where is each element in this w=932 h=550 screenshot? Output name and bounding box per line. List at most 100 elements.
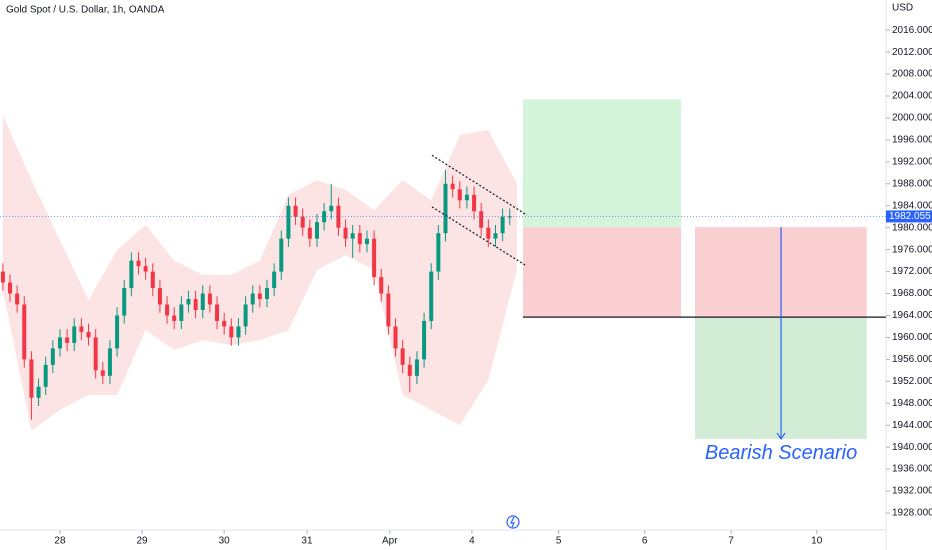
candle-body — [372, 238, 377, 278]
candle-body — [329, 205, 334, 212]
candle-body — [15, 293, 20, 305]
candle — [486, 219, 491, 247]
bollinger-band — [2, 115, 517, 431]
candle-body — [486, 227, 491, 239]
candle-body — [414, 359, 419, 376]
candle-body — [314, 222, 319, 239]
annotation: Bearish Scenario — [705, 442, 857, 464]
candle — [372, 230, 377, 286]
icon-bolt[interactable] — [510, 516, 515, 528]
candle-body — [407, 364, 412, 376]
candle — [479, 203, 484, 236]
y-tick-label: 2004.000 — [892, 91, 932, 102]
icon-circle[interactable] — [506, 515, 520, 529]
last-price-box — [886, 210, 932, 223]
candle — [200, 285, 205, 319]
candle — [279, 230, 284, 280]
y-tick-label: 1972.000 — [892, 266, 932, 277]
y-tick-label: 1964.000 — [892, 310, 932, 321]
candle-body — [429, 271, 434, 321]
candle-body — [364, 238, 369, 245]
candle — [336, 197, 341, 236]
candle — [22, 296, 27, 368]
candle-body — [115, 315, 120, 349]
candle-body — [443, 183, 448, 234]
replay-icon[interactable] — [506, 515, 520, 529]
candle-body — [393, 326, 398, 349]
candle-body — [350, 233, 355, 239]
candle — [400, 340, 405, 374]
candle — [179, 296, 184, 330]
y-tick-label: 2012.000 — [892, 47, 932, 58]
candle — [43, 356, 48, 396]
candle — [250, 285, 255, 313]
candle-body — [293, 205, 298, 217]
y-tick-label: 1940.000 — [892, 442, 932, 453]
candle — [136, 252, 141, 275]
candle-body — [286, 205, 291, 239]
y-tick-label: 1996.000 — [892, 135, 932, 146]
y-tick-label: 1988.000 — [892, 178, 932, 189]
candle — [386, 285, 391, 335]
candle-body — [250, 293, 255, 305]
candle-body — [336, 205, 341, 228]
candle-body — [357, 233, 362, 245]
candle — [300, 208, 305, 236]
candle — [286, 197, 291, 247]
candle-body — [186, 299, 191, 305]
candle-body — [200, 293, 205, 310]
candle — [393, 318, 398, 357]
candle-body — [300, 216, 305, 228]
candle — [207, 285, 212, 313]
candle-body — [57, 337, 62, 349]
candle-body — [79, 326, 84, 332]
candle — [314, 213, 319, 247]
channel-line — [431, 154, 528, 216]
candle-body — [179, 304, 184, 321]
y-tick-label: 1992.000 — [892, 156, 932, 167]
candle — [36, 378, 41, 407]
candle-body — [143, 266, 148, 272]
candle-body — [379, 277, 384, 294]
candle-body — [464, 194, 469, 201]
y-tick-label: 1984.000 — [892, 200, 932, 211]
x-tick-label: 28 — [54, 536, 66, 547]
candle-body — [243, 304, 248, 327]
candle — [407, 356, 412, 393]
candle-body — [50, 348, 55, 365]
y-tick-label: 2016.000 — [892, 25, 932, 36]
candle-body — [343, 227, 348, 239]
candle-body — [22, 304, 27, 360]
candle-body — [472, 194, 477, 212]
candle-body — [29, 359, 34, 398]
candle — [443, 170, 448, 242]
candle — [457, 181, 462, 209]
x-tick-label: 5 — [556, 536, 562, 547]
candle-body — [100, 370, 105, 376]
candle-body — [479, 211, 484, 228]
arrow-head — [776, 432, 786, 441]
candle — [500, 208, 505, 242]
candle — [257, 285, 262, 308]
candle — [15, 285, 20, 313]
candle — [150, 263, 155, 297]
candle — [222, 312, 227, 335]
candle-body — [500, 216, 505, 234]
candle-body — [236, 326, 241, 338]
candle — [343, 219, 348, 247]
y-tick-label: 1944.000 — [892, 420, 932, 431]
y-tick-label: 2008.000 — [892, 69, 932, 80]
candle — [186, 290, 191, 313]
candle — [507, 208, 512, 225]
candle — [100, 362, 105, 385]
candle-body — [400, 348, 405, 365]
candle-body — [386, 293, 391, 327]
candle — [29, 351, 34, 420]
candle-body — [229, 326, 234, 338]
candle — [107, 340, 112, 385]
y-tick-label: 1968.000 — [892, 288, 932, 299]
y-tick-label: 1952.000 — [892, 376, 932, 387]
x-tick-label: 31 — [301, 536, 313, 547]
candle — [379, 268, 384, 302]
candle-body — [265, 288, 270, 300]
